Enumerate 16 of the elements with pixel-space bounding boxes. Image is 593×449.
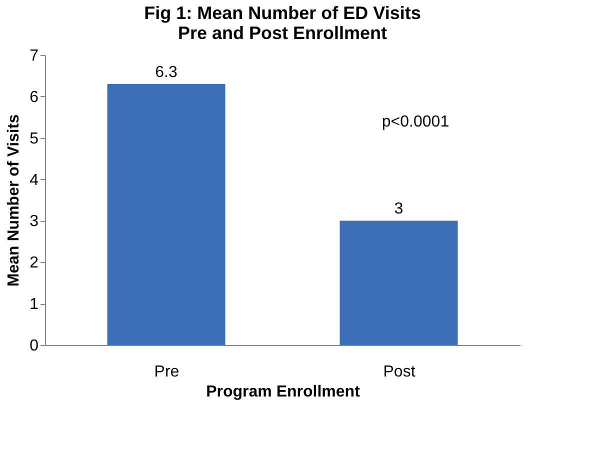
y-tick-label: 5: [30, 130, 39, 148]
y-tick-label: 6: [30, 88, 39, 106]
y-tick-label: 0: [30, 338, 39, 354]
y-tick-label: 7: [30, 48, 39, 64]
y-tick-label: 2: [30, 254, 39, 272]
data-label: 6.3: [155, 64, 178, 81]
y-tick-label: 1: [30, 296, 39, 314]
y-axis-title: Mean Number of Visits: [6, 114, 23, 287]
x-axis-title: Program Enrollment: [206, 384, 361, 400]
x-tick-label: Post: [383, 364, 416, 380]
x-tick-label: Pre: [154, 364, 180, 380]
data-label: 3: [394, 200, 404, 218]
annotation: p<0.0001: [382, 114, 450, 131]
y-tick-label: 3: [30, 213, 39, 230]
chart-title: Fig 1: Mean Number of ED Visits Pre and Post Enrollment: [144, 3, 421, 43]
y-tick-label: 4: [30, 172, 39, 189]
